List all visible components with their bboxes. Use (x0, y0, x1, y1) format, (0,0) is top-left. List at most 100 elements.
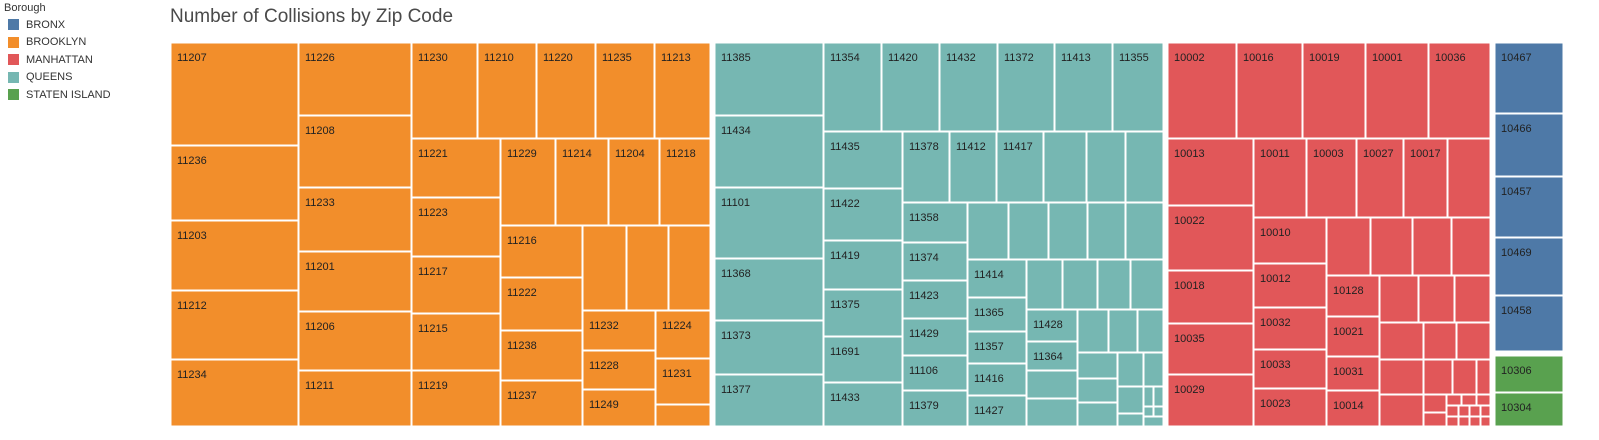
treemap-cell[interactable] (1137, 309, 1164, 353)
treemap-cell[interactable] (668, 225, 711, 311)
treemap-cell[interactable] (1476, 394, 1491, 406)
treemap-cell-10021[interactable] (1326, 316, 1380, 357)
treemap-cell-11207[interactable] (170, 42, 299, 146)
treemap-cell[interactable] (1026, 259, 1063, 310)
treemap-cell-11372[interactable] (997, 42, 1055, 132)
treemap-cell[interactable] (1370, 217, 1413, 276)
treemap-cell-11224[interactable] (655, 310, 711, 359)
treemap-cell[interactable] (1379, 322, 1424, 360)
treemap-cell-11375[interactable] (823, 289, 903, 337)
treemap-cell[interactable] (1446, 394, 1462, 406)
treemap-cell-11220[interactable] (536, 42, 596, 139)
treemap-cell-11368[interactable] (714, 258, 824, 321)
treemap-cell-10010[interactable] (1253, 217, 1327, 264)
treemap-cell[interactable] (1458, 416, 1470, 427)
treemap-cell[interactable] (1087, 202, 1126, 260)
treemap-cell-11219[interactable] (411, 370, 501, 427)
treemap-cell[interactable] (1130, 259, 1164, 310)
treemap-cell-11428[interactable] (1026, 309, 1078, 342)
legend-item-bronx[interactable]: BRONX (4, 16, 154, 34)
treemap-cell-10469[interactable] (1494, 237, 1564, 296)
treemap-cell[interactable] (1446, 416, 1459, 427)
treemap-cell-11354[interactable] (823, 42, 882, 132)
treemap-cell-11429[interactable] (902, 318, 968, 356)
treemap-cell[interactable] (1077, 378, 1118, 403)
treemap-cell-11212[interactable] (170, 290, 299, 360)
treemap-cell[interactable] (1117, 386, 1144, 414)
treemap-cell[interactable] (1125, 202, 1164, 260)
treemap-cell-11218[interactable] (659, 138, 711, 226)
treemap-cell[interactable] (1412, 217, 1452, 276)
treemap-cell-11229[interactable] (500, 138, 556, 226)
treemap-cell[interactable] (967, 202, 1009, 260)
treemap-cell-10011[interactable] (1253, 138, 1307, 218)
treemap-cell[interactable] (1451, 217, 1491, 276)
treemap-cell-11358[interactable] (902, 202, 968, 243)
treemap-cell-11201[interactable] (298, 251, 412, 312)
treemap-cell-11233[interactable] (298, 187, 412, 252)
treemap-cell[interactable] (1108, 309, 1138, 353)
treemap-cell-10032[interactable] (1253, 307, 1327, 350)
treemap-cell-10003[interactable] (1306, 138, 1357, 218)
treemap-cell-11413[interactable] (1054, 42, 1113, 132)
treemap-cell-11385[interactable] (714, 42, 824, 116)
treemap-cell-11208[interactable] (298, 115, 412, 188)
treemap-cell-10016[interactable] (1236, 42, 1303, 139)
treemap-cell-11691[interactable] (823, 336, 903, 383)
treemap-cell-10467[interactable] (1494, 42, 1564, 114)
treemap-cell-11211[interactable] (298, 370, 412, 427)
treemap-cell-11106[interactable] (902, 355, 968, 391)
treemap-cell-11238[interactable] (500, 330, 583, 381)
treemap-cell-10012[interactable] (1253, 263, 1327, 308)
treemap-cell-10128[interactable] (1326, 275, 1380, 317)
treemap-cell-11204[interactable] (608, 138, 660, 226)
treemap-cell[interactable] (1143, 386, 1154, 407)
treemap-cell[interactable] (1062, 259, 1098, 310)
treemap-cell-10035[interactable] (1167, 323, 1254, 375)
treemap-cell[interactable] (1077, 402, 1118, 427)
treemap-cell[interactable] (655, 404, 711, 427)
treemap-cell[interactable] (1480, 405, 1491, 417)
treemap-cell-10458[interactable] (1494, 295, 1564, 352)
treemap-cell[interactable] (1452, 359, 1477, 395)
treemap-cell-11236[interactable] (170, 145, 299, 221)
treemap-cell-11228[interactable] (582, 350, 656, 390)
treemap-cell-10014[interactable] (1326, 390, 1380, 427)
treemap-cell[interactable] (1423, 412, 1447, 427)
treemap-cell[interactable] (1454, 275, 1491, 323)
treemap-cell[interactable] (1326, 217, 1371, 276)
treemap-cell[interactable] (1086, 131, 1126, 203)
treemap-cell-11231[interactable] (655, 358, 711, 405)
treemap-cell[interactable] (1379, 275, 1419, 323)
treemap-cell-10002[interactable] (1167, 42, 1237, 139)
treemap-cell[interactable] (1153, 386, 1164, 407)
treemap-cell[interactable] (1476, 359, 1491, 395)
treemap-cell-11417[interactable] (996, 131, 1044, 203)
treemap-cell[interactable] (1125, 131, 1164, 203)
treemap-cell-11432[interactable] (939, 42, 998, 132)
treemap-cell-10304[interactable] (1494, 392, 1564, 427)
treemap-cell-11357[interactable] (967, 331, 1027, 364)
treemap-cell[interactable] (1379, 394, 1424, 427)
treemap-cell[interactable] (1143, 406, 1154, 417)
treemap-cell-10033[interactable] (1253, 349, 1327, 389)
legend-item-brooklyn[interactable]: BROOKLYN (4, 34, 154, 52)
treemap-cell-11379[interactable] (902, 390, 968, 427)
treemap-cell[interactable] (1097, 259, 1131, 310)
treemap-cell[interactable] (1048, 202, 1088, 260)
treemap-cell[interactable] (1143, 352, 1164, 387)
treemap-cell-10029[interactable] (1167, 374, 1254, 427)
treemap-cell[interactable] (1456, 322, 1491, 360)
treemap-cell-11377[interactable] (714, 374, 824, 427)
treemap-cell-10031[interactable] (1326, 356, 1380, 391)
treemap-cell-11414[interactable] (967, 259, 1027, 298)
treemap-cell-11234[interactable] (170, 359, 299, 427)
treemap-cell[interactable] (1469, 405, 1481, 417)
legend-item-queens[interactable]: QUEENS (4, 69, 154, 87)
treemap-cell-11213[interactable] (654, 42, 711, 139)
treemap-cell-11434[interactable] (714, 115, 824, 188)
treemap-cell-11422[interactable] (823, 188, 903, 241)
treemap-cell-11230[interactable] (411, 42, 478, 139)
treemap-cell-11427[interactable] (967, 395, 1027, 427)
treemap-cell-11364[interactable] (1026, 341, 1078, 371)
